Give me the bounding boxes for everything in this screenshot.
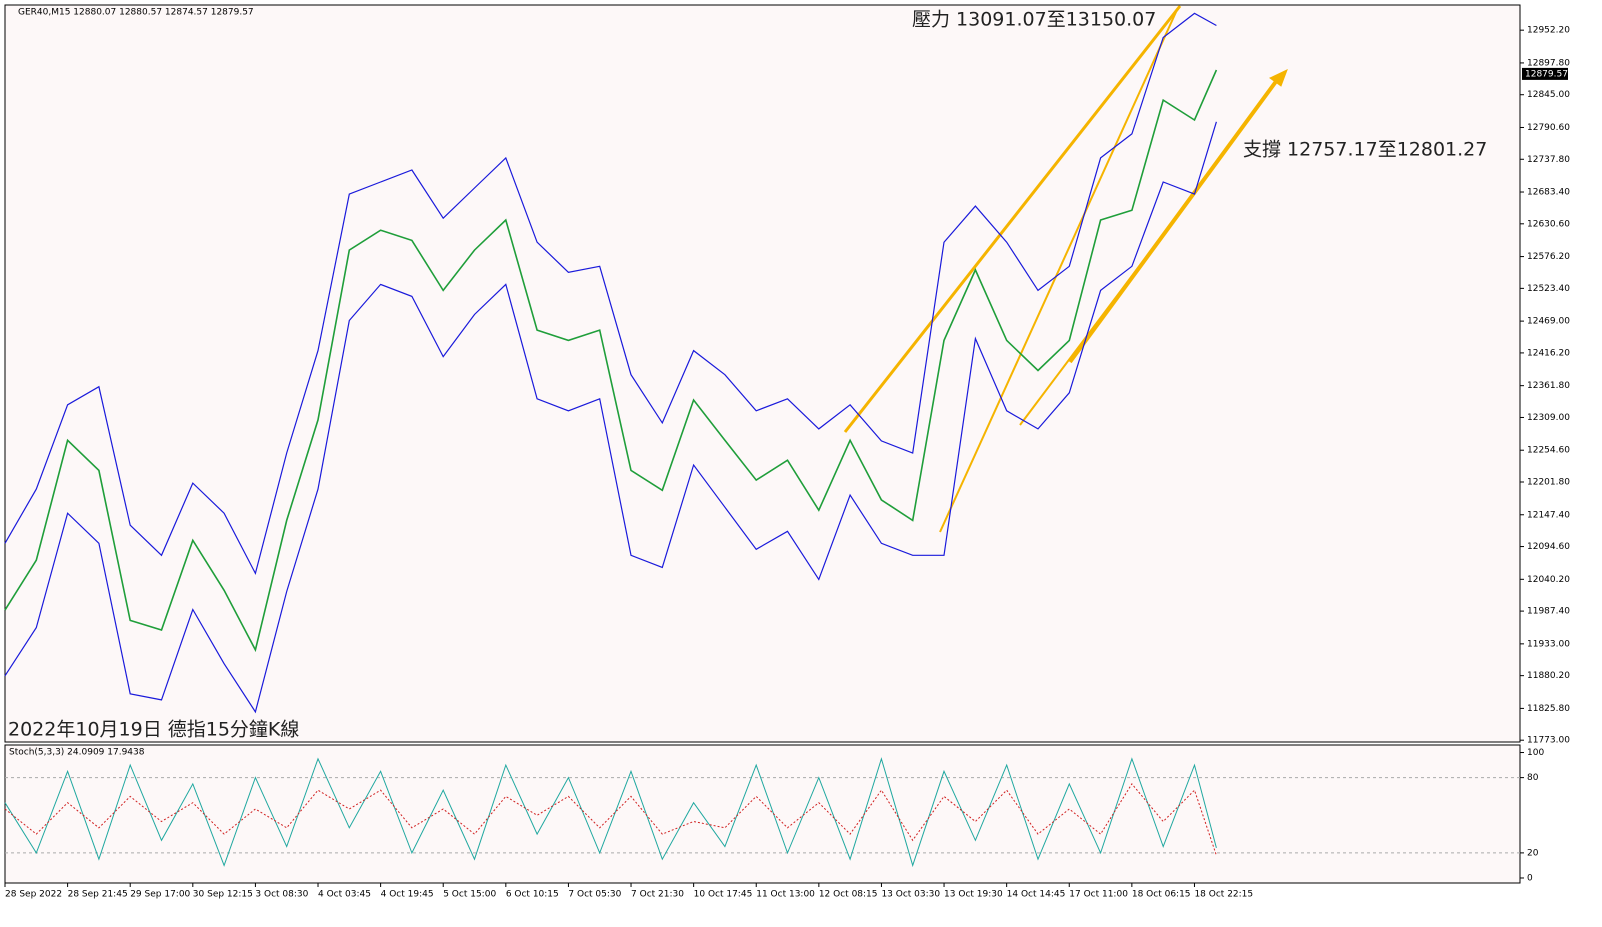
x-tick-label: 6 Oct 10:15	[506, 890, 559, 900]
stoch-label: Stoch(5,3,3) 24.0909 17.9438	[9, 748, 145, 758]
x-tick-label: 7 Oct 21:30	[631, 890, 684, 900]
chart-caption: 2022年10月19日 德指15分鐘K線	[8, 719, 299, 741]
trend-line	[1068, 74, 1282, 364]
support-note: 支撐 12757.17至12801.27	[1243, 139, 1487, 161]
stoch-panel	[4, 744, 1521, 884]
x-tick-label: 13 Oct 03:30	[881, 890, 940, 900]
stoch-tick-label: 20	[1527, 848, 1539, 858]
y-tick-label: 12683.40	[1527, 188, 1570, 198]
price-line	[4, 69, 1218, 653]
trend-lines	[843, 5, 1288, 533]
y-tick-label: 11825.80	[1527, 704, 1570, 714]
stoch-tick-label: 0	[1527, 873, 1533, 883]
y-tick-label: 12576.20	[1527, 252, 1570, 262]
y-tick-label: 11933.00	[1527, 639, 1570, 649]
x-tick-label: 4 Oct 03:45	[318, 890, 371, 900]
trend-line	[843, 5, 1182, 433]
y-tick-label: 12361.80	[1527, 381, 1570, 391]
last-price-label: 12879.57	[1525, 69, 1568, 79]
x-tick-label: 29 Sep 17:00	[130, 890, 190, 900]
x-tick-label: 30 Sep 12:15	[193, 890, 253, 900]
y-tick-label: 12416.20	[1527, 348, 1570, 358]
resistance-note: 壓力 13091.07至13150.07	[912, 9, 1156, 31]
x-tick-label: 11 Oct 13:00	[756, 890, 815, 900]
y-tick-label: 11987.40	[1527, 607, 1570, 617]
symbol-header: GER40,M15 12880.07 12880.57 12874.57 128…	[18, 8, 254, 18]
x-tick-label: 17 Oct 11:00	[1069, 890, 1128, 900]
y-tick-label: 12147.40	[1527, 510, 1570, 520]
y-tick-label: 12897.80	[1527, 58, 1570, 68]
y-tick-label: 12790.60	[1527, 123, 1570, 133]
y-tick-label: 12630.60	[1527, 219, 1570, 229]
y-tick-label: 12094.60	[1527, 542, 1570, 552]
y-tick-label: 11880.20	[1527, 671, 1570, 681]
x-tick-label: 3 Oct 08:30	[255, 890, 308, 900]
y-tick-label: 12737.80	[1527, 155, 1570, 165]
y-tick-label: 12254.60	[1527, 446, 1570, 456]
stoch-main	[4, 757, 1217, 868]
y-tick-label: 12309.00	[1527, 413, 1570, 423]
band-line	[4, 121, 1217, 714]
last-price-box	[1522, 67, 1568, 80]
stoch-tick-label: 100	[1527, 748, 1544, 758]
y-tick-label: 12845.00	[1527, 90, 1570, 100]
x-tick-label: 4 Oct 19:45	[381, 890, 434, 900]
x-tick-label: 28 Sep 2022	[5, 890, 62, 900]
y-tick-label: 12469.00	[1527, 317, 1570, 327]
x-tick-label: 18 Oct 06:15	[1132, 890, 1191, 900]
price-panel	[4, 4, 1521, 743]
stoch-tick-label: 80	[1527, 773, 1539, 783]
band-line	[4, 12, 1217, 576]
x-tick-label: 13 Oct 19:30	[944, 890, 1003, 900]
x-tick-label: 18 Oct 22:15	[1194, 890, 1253, 900]
x-tick-label: 10 Oct 17:45	[694, 890, 753, 900]
trend-line	[939, 11, 1177, 533]
x-tick-label: 14 Oct 14:45	[1007, 890, 1066, 900]
x-tick-label: 7 Oct 05:30	[568, 890, 621, 900]
y-tick-label: 12523.40	[1527, 284, 1570, 294]
arrow-head	[1269, 69, 1288, 87]
y-tick-label: 12952.20	[1527, 26, 1570, 36]
y-tick-label: 12201.80	[1527, 478, 1570, 488]
x-tick-label: 12 Oct 08:15	[819, 890, 878, 900]
y-tick-label: 11773.00	[1527, 736, 1570, 746]
y-tick-label: 12040.20	[1527, 575, 1570, 585]
x-tick-label: 28 Sep 21:45	[68, 890, 128, 900]
x-tick-label: 5 Oct 15:00	[443, 890, 496, 900]
